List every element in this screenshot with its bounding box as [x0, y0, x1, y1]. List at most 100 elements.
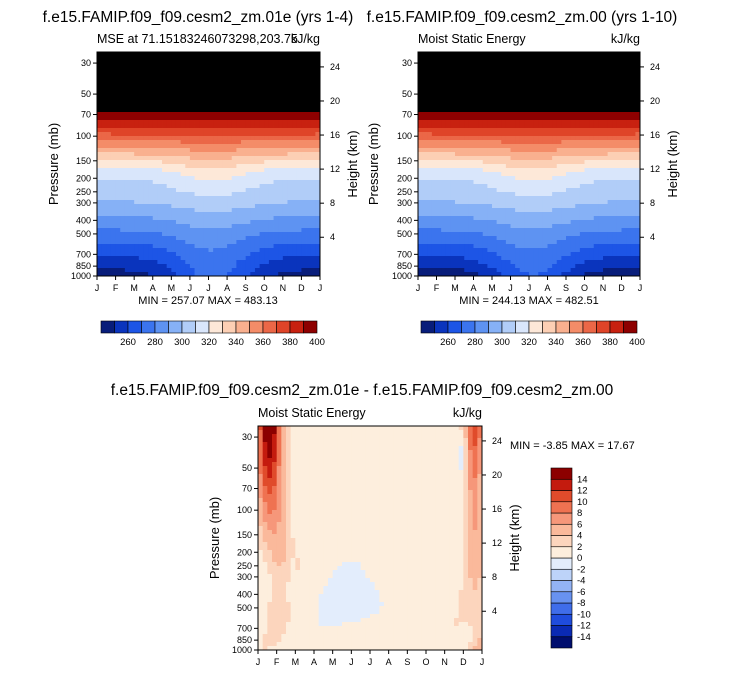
- field-cell: [598, 112, 604, 117]
- field-cell: [584, 128, 590, 133]
- field-cell: [175, 128, 182, 133]
- field-cell: [213, 88, 219, 93]
- field-cell: [468, 220, 474, 225]
- field-cell: [482, 72, 488, 77]
- field-cell: [268, 248, 274, 253]
- field-cell: [630, 60, 636, 65]
- field-cell: [254, 248, 261, 253]
- field-cell: [268, 260, 274, 265]
- field-cell: [222, 196, 228, 201]
- field-cell: [315, 52, 321, 57]
- field-cell: [306, 68, 312, 73]
- field-cell: [227, 180, 233, 185]
- field-cell: [268, 88, 274, 93]
- field-cell: [436, 108, 442, 113]
- field-cell: [566, 84, 572, 89]
- field-cell: [427, 156, 433, 161]
- field-cell: [635, 204, 641, 209]
- field-cell: [598, 136, 604, 141]
- field-cell: [487, 216, 493, 221]
- field-cell: [273, 144, 279, 149]
- field-cell: [418, 108, 424, 113]
- field-cell: [496, 220, 502, 225]
- field-cell: [496, 92, 502, 97]
- field-cell: [175, 132, 182, 137]
- field-cell: [468, 68, 474, 73]
- field-cell: [101, 116, 107, 121]
- field-cell: [473, 88, 479, 93]
- field-cell: [315, 264, 321, 269]
- field-cell: [222, 232, 228, 237]
- field-cell: [217, 196, 223, 201]
- field-cell: [547, 168, 553, 173]
- field-cell: [566, 196, 572, 201]
- field-cell: [579, 148, 585, 153]
- field-cell: [138, 188, 144, 193]
- field-cell: [547, 184, 553, 189]
- field-cell: [612, 100, 618, 105]
- field-cell: [203, 180, 209, 185]
- field-cell: [250, 72, 256, 77]
- field-cell: [199, 192, 205, 197]
- field-cell: [630, 128, 636, 133]
- field-cell: [152, 100, 158, 105]
- field-cell: [143, 84, 149, 89]
- field-cell: [616, 68, 622, 73]
- field-cell: [315, 192, 321, 197]
- field-cell: [106, 132, 112, 137]
- field-cell: [315, 216, 321, 221]
- field-cell: [589, 128, 595, 133]
- field-cell: [459, 164, 465, 169]
- field-cell: [185, 224, 191, 229]
- field-cell: [157, 212, 163, 217]
- field-cell: [129, 68, 135, 73]
- field-cell: [529, 156, 535, 161]
- field-cell: [227, 132, 233, 137]
- field-cell: [473, 120, 479, 125]
- field-cell: [241, 120, 247, 125]
- field-cell: [199, 76, 205, 81]
- field-cell: [110, 248, 116, 253]
- field-cell: [203, 156, 209, 161]
- field-cell: [227, 148, 233, 153]
- field-cell: [607, 184, 613, 189]
- field-cell: [445, 76, 451, 81]
- field-cell: [189, 136, 195, 141]
- field-cell: [194, 244, 200, 249]
- field-cell: [120, 96, 126, 101]
- field-cell: [97, 76, 103, 81]
- field-cell: [473, 144, 479, 149]
- field-cell: [227, 92, 233, 97]
- field-cell: [162, 60, 168, 65]
- field-cell: [194, 264, 200, 269]
- field-cell: [593, 60, 599, 65]
- field-cell: [445, 96, 451, 101]
- field-cell: [505, 68, 511, 73]
- field-cell: [315, 128, 321, 133]
- field-cell: [607, 172, 613, 177]
- field-cell: [203, 104, 209, 109]
- field-cell: [478, 172, 484, 177]
- field-cell: [254, 208, 261, 213]
- field-cell: [450, 92, 456, 97]
- field-cell: [501, 68, 507, 73]
- field-cell: [529, 84, 535, 89]
- field-cell: [264, 216, 270, 221]
- field-cell: [148, 100, 154, 105]
- field-cell: [593, 168, 599, 173]
- field-cell: [464, 188, 470, 193]
- field-cell: [194, 260, 200, 265]
- field-cell: [143, 156, 149, 161]
- field-cell: [124, 112, 130, 117]
- field-cell: [626, 192, 632, 197]
- field-cell: [278, 124, 284, 129]
- field-cell: [162, 156, 168, 161]
- field-cell: [152, 272, 158, 277]
- field-cell: [162, 228, 168, 233]
- field-cell: [180, 136, 186, 141]
- field-cell: [515, 108, 521, 113]
- field-cell: [171, 144, 177, 149]
- field-cell: [292, 80, 298, 85]
- field-cell: [208, 204, 214, 209]
- field-cell: [450, 76, 456, 81]
